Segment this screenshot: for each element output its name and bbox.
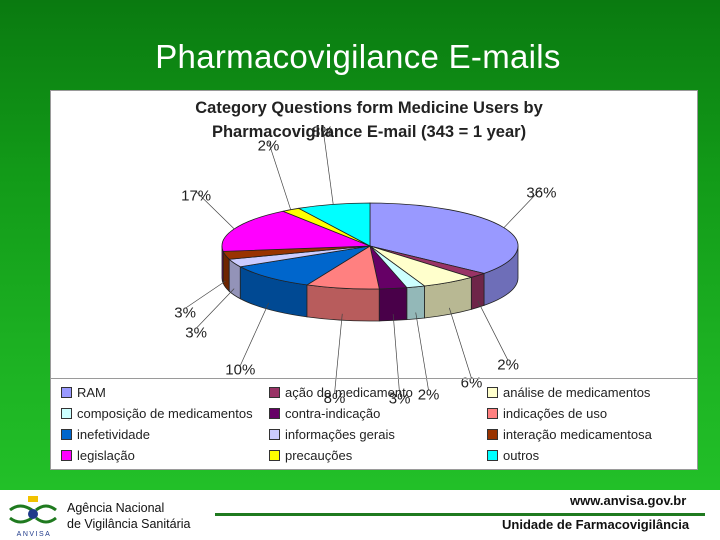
data-label-6: 10%: [225, 361, 255, 378]
data-label-7: 3%: [185, 324, 207, 341]
data-label-11: 8%: [312, 124, 334, 141]
legend-swatch: [61, 450, 72, 461]
leader-line-4: [392, 314, 400, 395]
website-link[interactable]: www.anvisa.gov.br: [570, 493, 687, 508]
data-label-5: 8%: [324, 390, 346, 407]
agency-name: Agência Nacional de Vigilância Sanitária: [67, 500, 190, 532]
leader-line-7: [195, 288, 235, 329]
legend-item-11: outros: [487, 448, 539, 463]
legend-swatch: [487, 387, 498, 398]
legend-swatch: [269, 450, 280, 461]
data-label-4: 3%: [389, 390, 411, 407]
chart-title: Category Questions form Medicine Users b…: [60, 96, 678, 144]
pie-slice-0: [369, 202, 519, 274]
legend-item-7: informações gerais: [269, 427, 395, 442]
legend-item-8: interação medicamentosa: [487, 427, 652, 442]
footer-divider: [215, 513, 705, 516]
legend-label: inefetividade: [77, 427, 150, 442]
legend-label: RAM: [77, 385, 106, 400]
legend-swatch: [61, 408, 72, 419]
anvisa-logo: ANVISA: [9, 496, 57, 538]
leader-line-9: [195, 191, 235, 230]
agency-line2: de Vigilância Sanitária: [67, 517, 191, 531]
legend-swatch: [61, 387, 72, 398]
leader-line-3: [415, 312, 429, 391]
agency-line1: Agência Nacional: [67, 501, 165, 515]
unit-name: Unidade de Farmacovigilância: [502, 517, 690, 532]
pie-side-1: [470, 272, 485, 310]
leader-line-10: [268, 141, 292, 210]
slide-title: Pharmacovigilance E-mails: [155, 38, 561, 75]
legend-label: contra-indicação: [285, 406, 381, 421]
legend-label: ação do medicamento: [285, 385, 413, 400]
leader-line-6: [240, 302, 270, 366]
data-label-10: 2%: [258, 138, 280, 155]
legend-swatch: [487, 429, 498, 440]
legend-item-9: legislação: [61, 448, 135, 463]
leader-line-2: [448, 307, 472, 379]
pie-side-3: [406, 285, 425, 321]
data-label-0: 36%: [526, 184, 556, 201]
legend-label: outros: [503, 448, 540, 463]
legend-label: composição de medicamentos: [77, 406, 253, 421]
anvisa-logo-text: ANVISA: [17, 531, 52, 538]
leader-line-8: [184, 280, 226, 309]
leader-line-5: [334, 313, 343, 394]
legend-item-1: ação do medicamento: [269, 385, 413, 400]
legend-swatch: [269, 429, 280, 440]
pie-slice-11: [297, 202, 371, 247]
legend-item-5: indicações de uso: [487, 406, 607, 421]
legend-swatch: [61, 429, 72, 440]
legend-item-6: inefetividade: [61, 427, 150, 442]
pie-slice-6: [239, 245, 371, 286]
chart-title-line2: Pharmacovigilance E-mail (343 = 1 year): [211, 123, 527, 141]
data-label-8: 3%: [174, 304, 196, 321]
pie-side-5: [306, 284, 380, 322]
legend-swatch: [487, 408, 498, 419]
legend-label: precauções: [285, 448, 353, 463]
leader-line-1: [477, 300, 509, 361]
legend-label: indicações de uso: [503, 406, 608, 421]
legend-item-3: composição de medicamentos: [61, 406, 253, 421]
leader-line-0: [503, 188, 542, 228]
legend-label: análise de medicamentos: [503, 385, 651, 400]
data-label-3: 2%: [418, 386, 440, 403]
legend-swatch: [269, 387, 280, 398]
legend-label: interação medicamentosa: [503, 427, 652, 442]
legend-item-2: análise de medicamentos: [487, 385, 650, 400]
chart-legend: RAM ação do medicamento análise de medicam…: [51, 378, 697, 469]
legend-label: informações gerais: [285, 427, 395, 442]
leader-line-11: [322, 127, 334, 205]
legend-item-10: precauções: [269, 448, 352, 463]
data-label-9: 17%: [181, 188, 211, 205]
legend-swatch: [487, 450, 498, 461]
legend-item-4: contra-indicação: [269, 406, 380, 421]
legend-swatch: [269, 408, 280, 419]
legend-item-0: RAM: [61, 385, 106, 400]
chart-title-line1: Category Questions form Medicine Users b…: [195, 99, 543, 117]
anvisa-logo-mark: [9, 496, 57, 524]
data-label-1: 2%: [497, 357, 519, 374]
legend-label: legislação: [77, 448, 135, 463]
